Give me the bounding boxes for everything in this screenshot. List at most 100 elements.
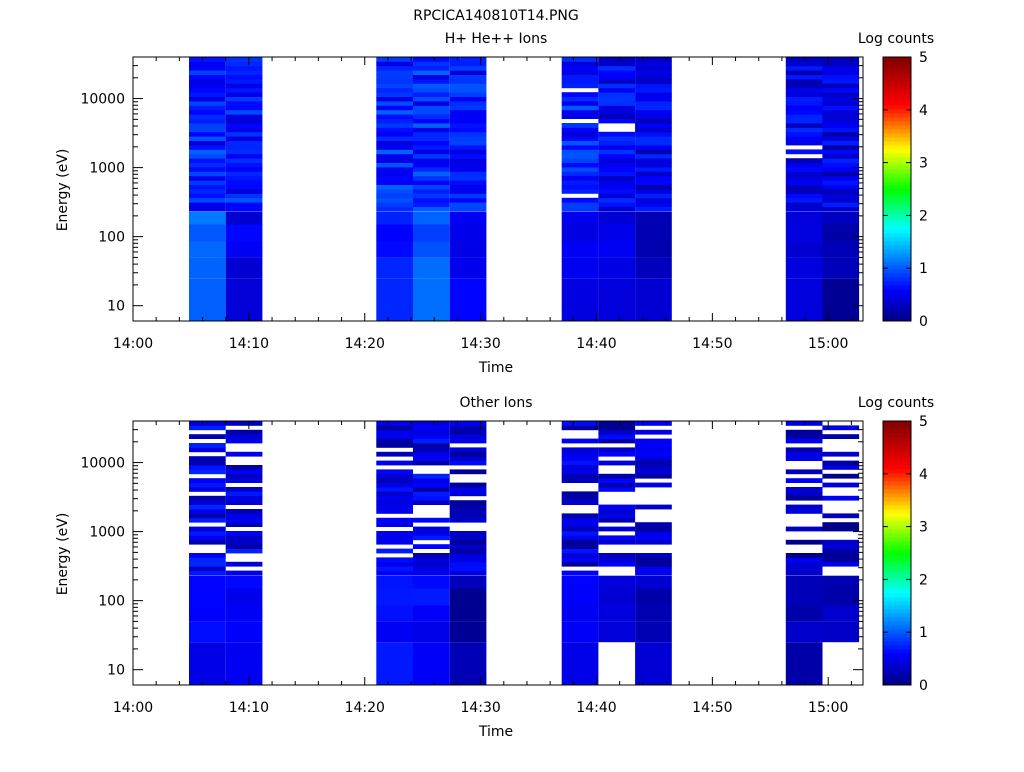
- heatmap-cell: [225, 206, 263, 212]
- heatmap-cell: [189, 425, 226, 431]
- heatmap-cell: [449, 65, 487, 71]
- heatmap-cell: [561, 544, 599, 549]
- heatmap-cell: [449, 504, 487, 510]
- colorbar-tick-label: 3: [919, 156, 928, 172]
- heatmap-cell: [376, 421, 413, 426]
- heatmap-cell: [376, 557, 413, 563]
- heatmap-cell: [785, 127, 823, 133]
- colorbar-segment: [883, 265, 911, 270]
- heatmap-cell: [822, 184, 860, 190]
- colorbar-segment: [883, 593, 911, 598]
- heatmap-cell: [635, 109, 672, 115]
- heatmap-cell: [598, 241, 636, 258]
- heatmap-cell: [225, 131, 263, 137]
- heatmap-cell: [598, 92, 636, 97]
- heatmap-cell: [189, 61, 226, 67]
- heatmap-cell: [376, 588, 413, 606]
- heatmap-cell: [225, 61, 263, 67]
- heatmap-cell: [561, 105, 599, 111]
- colorbar-segment: [883, 625, 911, 630]
- heatmap-cell: [376, 469, 413, 475]
- heatmap-cell: [376, 197, 413, 203]
- heatmap-cell: [189, 83, 226, 89]
- heatmap-cell: [225, 522, 263, 527]
- heatmap-cell: [449, 118, 487, 124]
- heatmap-cell: [413, 153, 450, 159]
- heatmap-cell: [376, 443, 413, 448]
- heatmap-cell: [598, 588, 636, 606]
- heatmap-cell: [413, 101, 450, 106]
- heatmap-cell: [635, 539, 672, 545]
- heatmap-cell: [822, 522, 860, 527]
- heatmap-cell: [785, 87, 823, 93]
- colorbar-segment: [883, 141, 911, 146]
- heatmap-cell: [598, 447, 636, 453]
- colorbar-segment: [883, 69, 911, 74]
- heatmap-cell: [822, 575, 860, 589]
- y-tick-label: 10000: [80, 456, 125, 472]
- heatmap-cell: [376, 425, 413, 431]
- heatmap-cell: [635, 153, 672, 159]
- heatmap-cell: [449, 127, 487, 133]
- heatmap-cell: [635, 123, 672, 128]
- heatmap-cell: [449, 145, 487, 150]
- heatmap-cell: [785, 118, 823, 124]
- heatmap-cell: [413, 145, 450, 150]
- colorbar-segment: [883, 93, 911, 98]
- colorbar-segment: [883, 233, 911, 238]
- heatmap-cell: [635, 241, 672, 258]
- heatmap-cell: [785, 434, 823, 439]
- colorbar-segment: [883, 469, 911, 474]
- heatmap-cell: [376, 605, 413, 622]
- heatmap-cell: [413, 438, 450, 444]
- heatmap-cell: [822, 193, 860, 199]
- heatmap-cell: [785, 605, 823, 622]
- heatmap-cell: [635, 443, 672, 448]
- heatmap-cell: [635, 131, 672, 137]
- colorbar-segment: [883, 437, 911, 442]
- heatmap-cell: [822, 127, 860, 133]
- colorbar-segment: [883, 509, 911, 514]
- colorbar-segment: [883, 249, 911, 254]
- heatmap-cell: [376, 153, 413, 159]
- heatmap-cell: [822, 87, 860, 93]
- heatmap-cell: [822, 140, 860, 146]
- colorbar-segment: [883, 501, 911, 506]
- heatmap-cell: [189, 79, 226, 84]
- heatmap-cell: [598, 79, 636, 84]
- heatmap-cell: [785, 447, 823, 453]
- heatmap-cell: [785, 175, 823, 181]
- heatmap-cell: [635, 557, 672, 563]
- heatmap-cell: [561, 189, 599, 194]
- heatmap-cell: [376, 206, 413, 212]
- heatmap-cell: [376, 118, 413, 124]
- heatmap-cell: [225, 202, 263, 207]
- colorbar-segment: [883, 121, 911, 126]
- heatmap-cell: [635, 92, 672, 97]
- heatmap-cell: [225, 421, 263, 426]
- heatmap-cell: [225, 184, 263, 190]
- heatmap-cell: [785, 167, 823, 172]
- x-tick-label: 14:50: [692, 336, 732, 352]
- heatmap-cell: [189, 257, 226, 279]
- heatmap-cell: [449, 487, 487, 492]
- heatmap-cell: [635, 158, 672, 163]
- heatmap-cell: [413, 278, 450, 321]
- heatmap-cell: [635, 421, 672, 426]
- heatmap-cell: [376, 460, 413, 466]
- heatmap-cell: [785, 539, 823, 545]
- heatmap-cell: [376, 193, 413, 199]
- heatmap-cell: [561, 127, 599, 133]
- colorbar-segment: [883, 173, 911, 178]
- heatmap-cell: [449, 83, 487, 89]
- y-tick-label: 100: [98, 230, 125, 246]
- colorbar-segment: [883, 445, 911, 450]
- heatmap-cell: [822, 513, 860, 519]
- heatmap-cell: [225, 588, 263, 606]
- heatmap-cell: [376, 65, 413, 71]
- heatmap-cell: [449, 158, 487, 163]
- x-tick-label: 14:30: [460, 336, 500, 352]
- heatmap-cell: [561, 605, 599, 622]
- heatmap-cell: [561, 491, 599, 497]
- heatmap-cell: [376, 180, 413, 185]
